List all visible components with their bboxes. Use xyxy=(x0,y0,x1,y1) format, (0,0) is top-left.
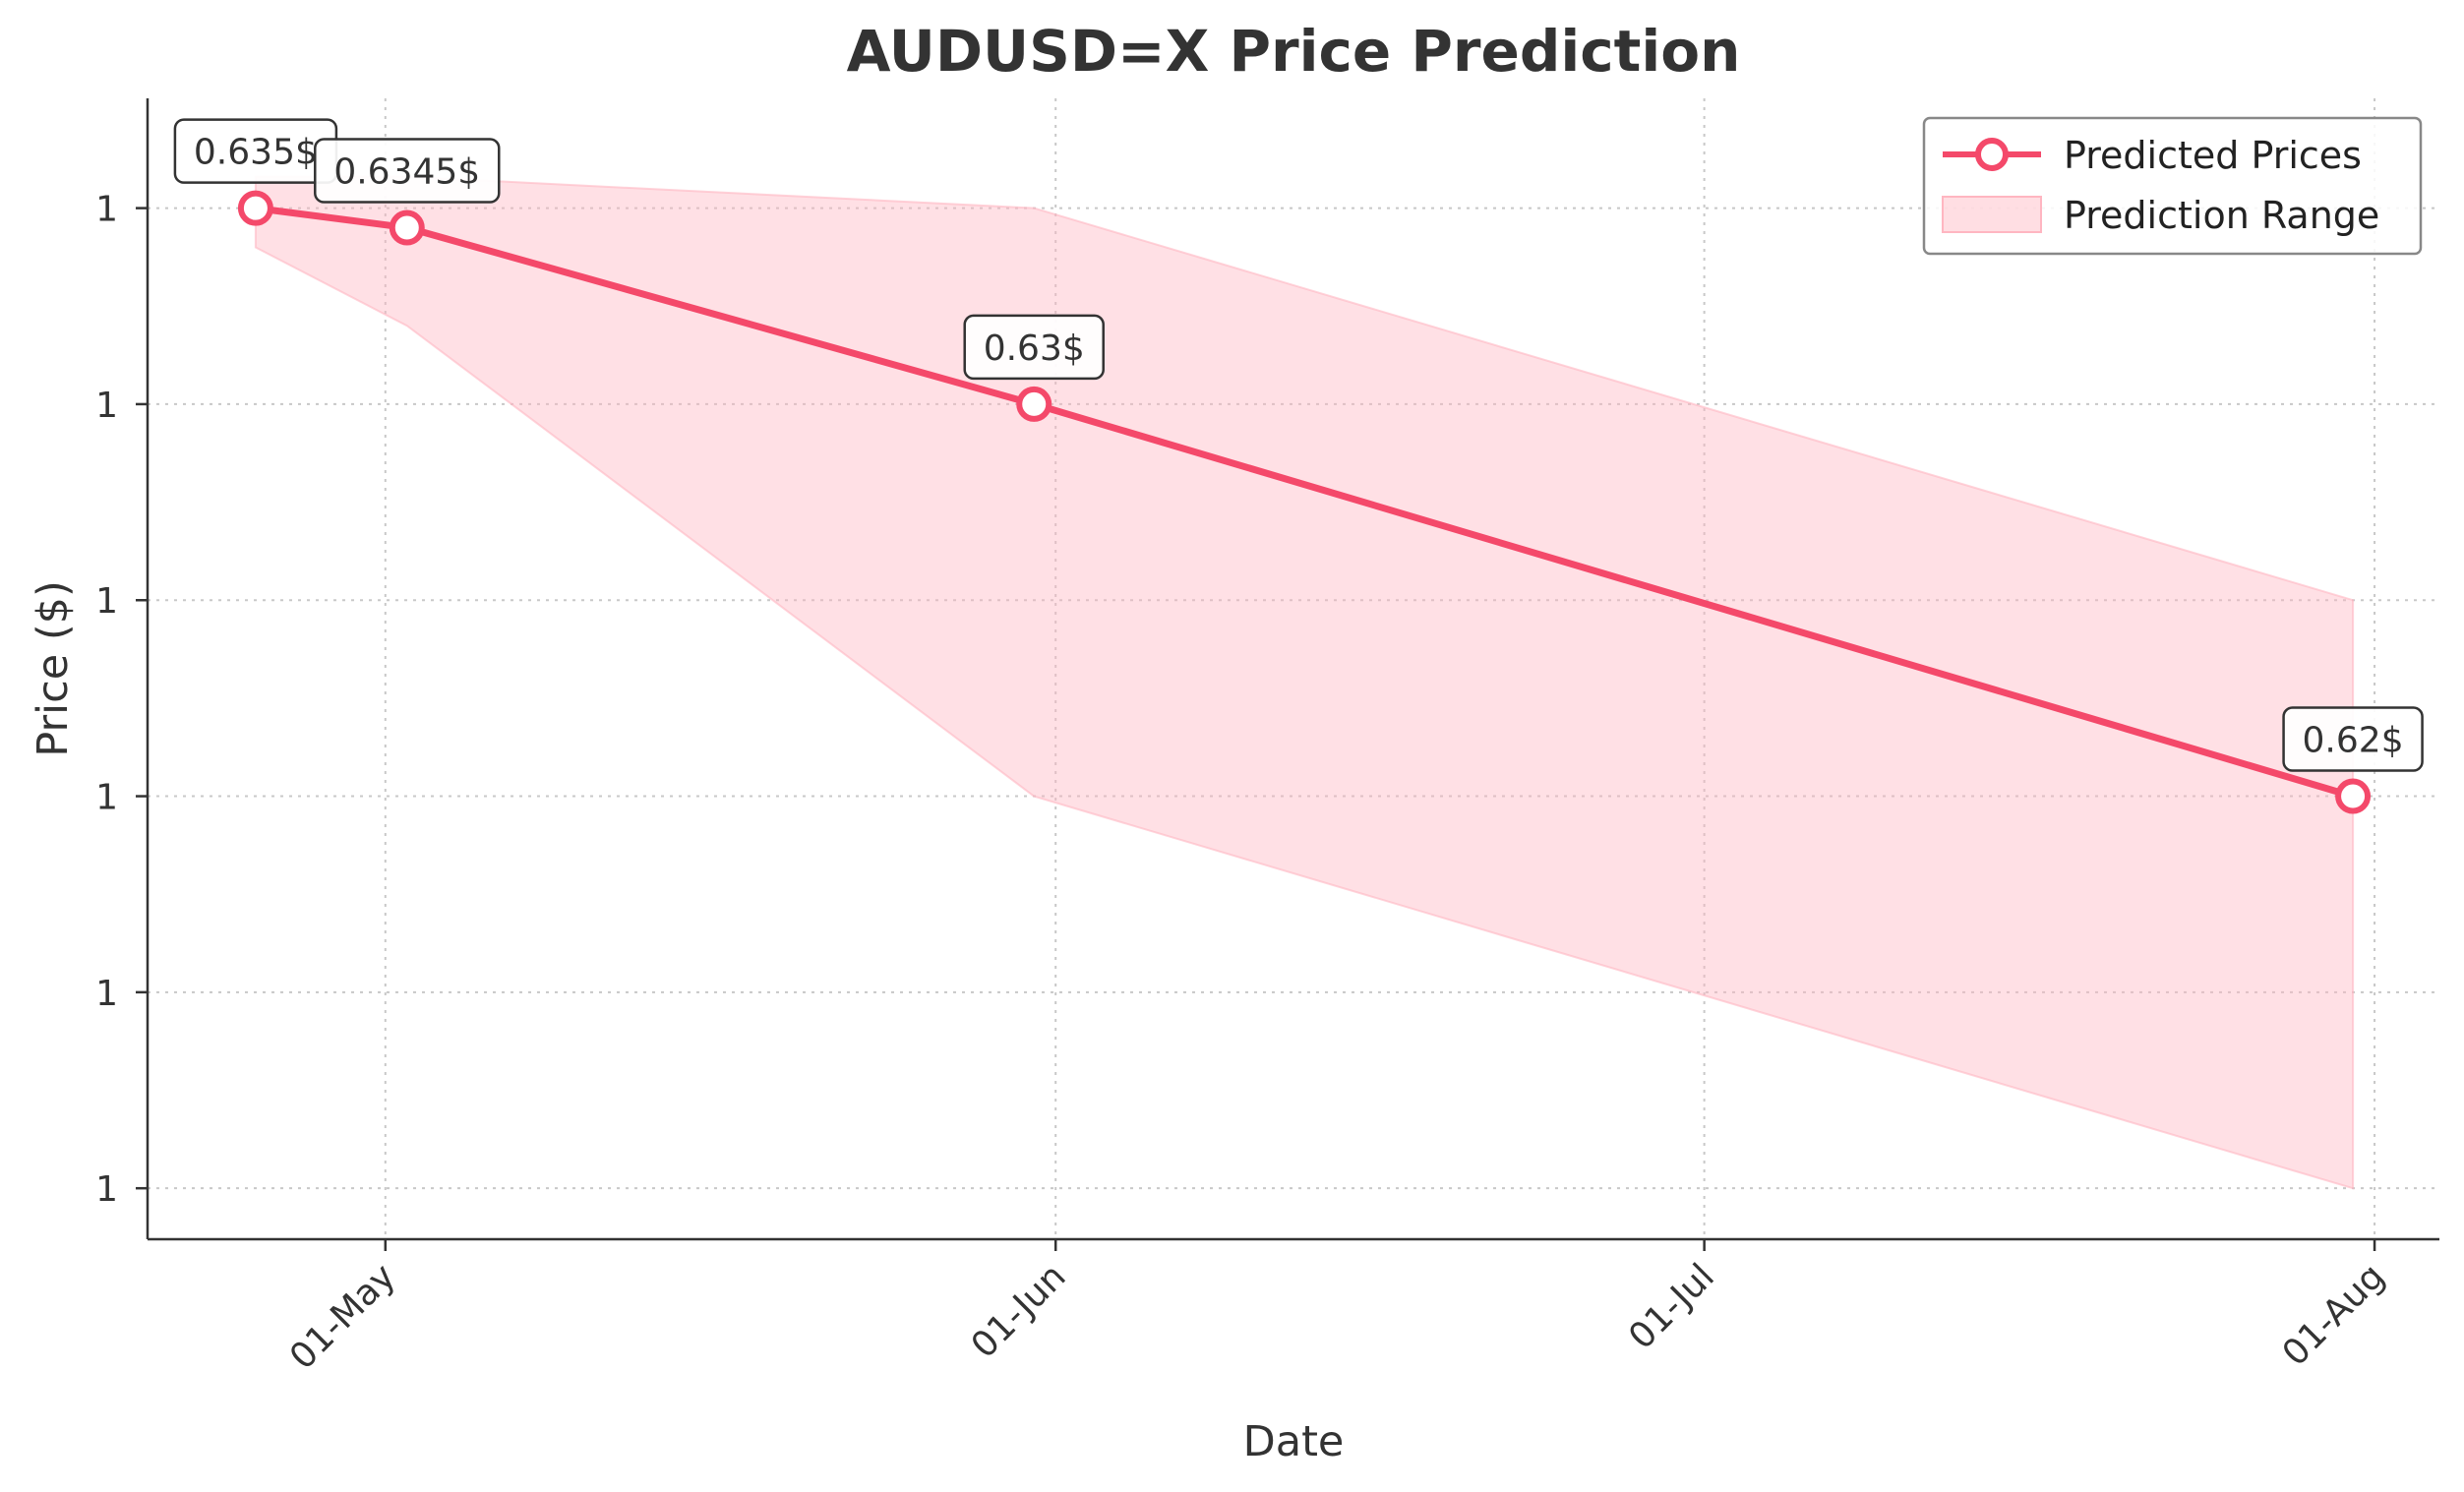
grid xyxy=(148,98,2439,1239)
price-annotation-label: 0.635$ xyxy=(194,133,318,173)
price-annotation-box xyxy=(314,138,501,204)
y-tick-label: 1 xyxy=(95,778,118,818)
legend-range-swatch xyxy=(1942,196,2042,233)
predicted-prices-polyline xyxy=(252,205,2357,801)
predicted-price-point xyxy=(2335,778,2372,814)
predicted-prices-points xyxy=(237,190,2372,814)
legend-label-range: Prediction Range xyxy=(2064,194,2379,237)
prediction-range-band xyxy=(254,175,2355,1190)
price-annotation-box xyxy=(2282,706,2424,772)
price-annotation-label: 0.6345$ xyxy=(333,152,480,193)
y-tick-label: 1 xyxy=(95,581,118,622)
annotations: 0.635$ 0.6345$ 0.63$ 0.62$ xyxy=(173,118,2424,772)
axes xyxy=(146,98,2439,1241)
x-axis-label: Date xyxy=(1243,1417,1345,1466)
predicted-price-point xyxy=(1016,386,1052,422)
predicted-price-point xyxy=(237,190,273,226)
legend: Predicted Prices Prediction Range xyxy=(1922,116,2423,256)
price-annotation-label: 0.63$ xyxy=(984,328,1085,369)
y-tick-label: 1 xyxy=(95,190,118,230)
y-tick-label: 1 xyxy=(95,1169,118,1210)
predicted-price-point xyxy=(389,209,425,246)
price-annotation-box xyxy=(963,314,1105,381)
predicted-prices-line xyxy=(252,205,2357,801)
price-annotation-label: 0.62$ xyxy=(2303,721,2404,761)
y-tick-label: 1 xyxy=(95,386,118,426)
prediction-range xyxy=(254,175,2355,1190)
chart-title: AUDUSD=X Price Prediction xyxy=(847,18,1741,85)
price-annotation: 0.62$ xyxy=(2282,706,2424,772)
legend-label-predicted: Predicted Prices xyxy=(2064,134,2362,177)
price-annotation: 0.635$ xyxy=(173,118,338,184)
y-tick-label: 1 xyxy=(95,974,118,1014)
price-annotation: 0.63$ xyxy=(963,314,1105,381)
legend-marker-swatch xyxy=(1975,138,2009,171)
y-axis-label: Price ($) xyxy=(29,580,78,756)
legend-box xyxy=(1922,116,2423,256)
price-annotation: 0.6345$ xyxy=(314,138,501,204)
